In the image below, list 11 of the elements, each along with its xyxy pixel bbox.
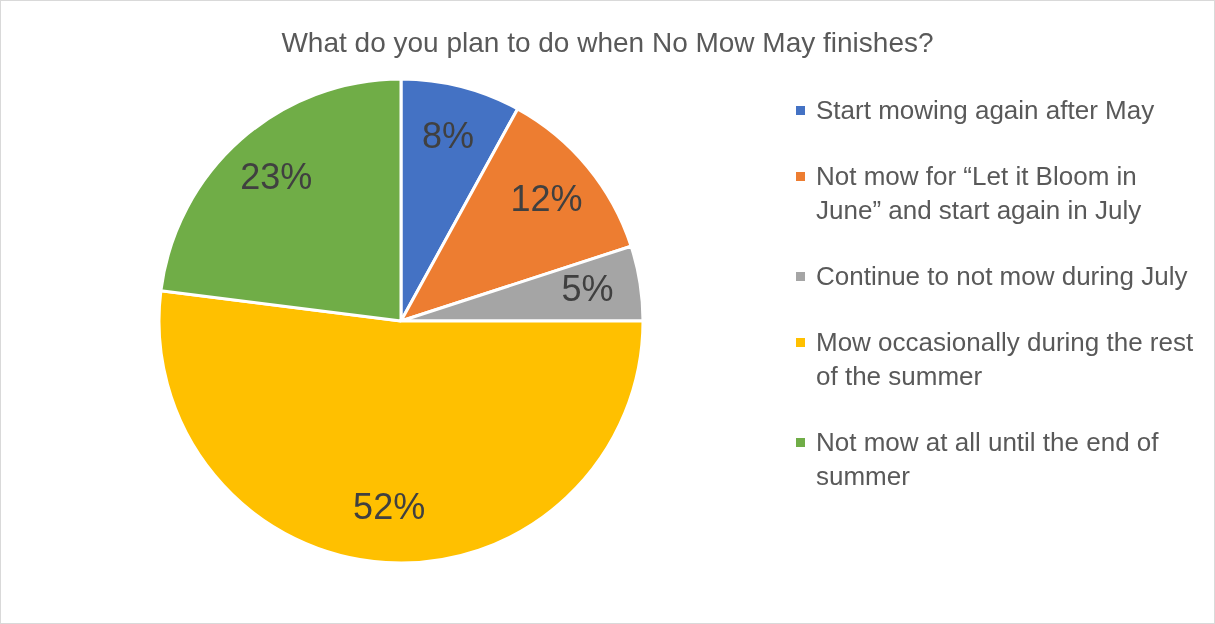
chart-title: What do you plan to do when No Mow May finishes? xyxy=(280,27,935,59)
legend-label: Continue to not mow during July xyxy=(816,261,1188,291)
data-label: 5% xyxy=(561,268,614,310)
legend-label: Not mow at all until the end of summer xyxy=(816,427,1159,491)
data-label: 8% xyxy=(421,115,474,157)
legend-label: Mow occasionally during the rest of the summer xyxy=(816,327,1194,391)
legend-label: Start mowing again after May xyxy=(816,95,1155,125)
data-label: 23% xyxy=(240,156,313,198)
legend-label: Not mow for “Let it Bloom in June” and start again in July xyxy=(816,161,1142,225)
data-label: 52% xyxy=(353,486,426,528)
data-label: 12% xyxy=(510,177,583,219)
